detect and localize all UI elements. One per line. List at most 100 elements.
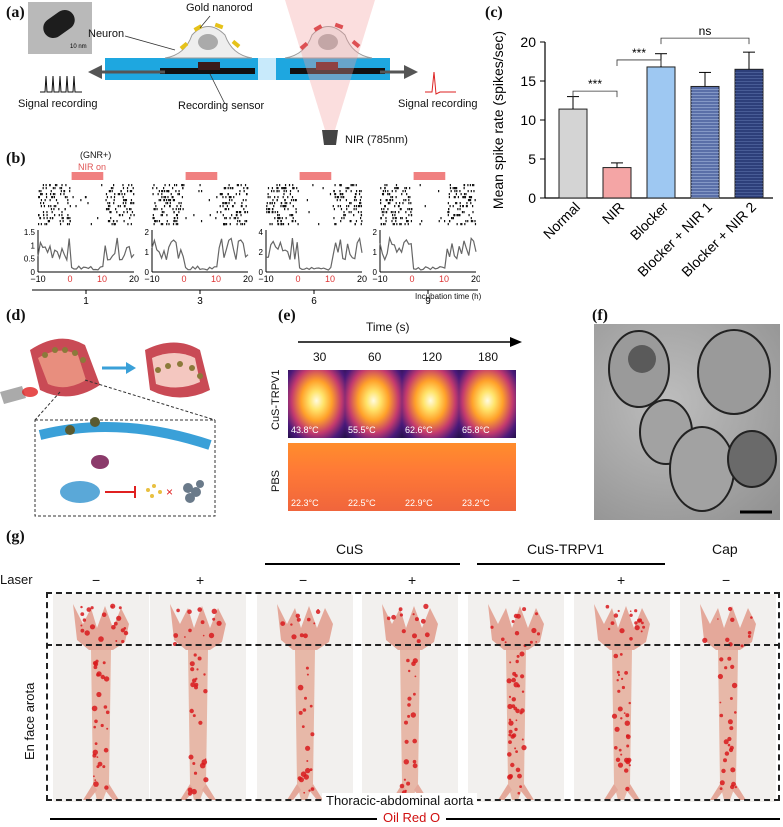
spike-mark: [175, 214, 178, 217]
spike-mark: [291, 220, 293, 223]
spike-mark: [243, 187, 245, 190]
spike-mark: [128, 184, 130, 187]
plaque-spot: [202, 634, 205, 637]
plaque-spot: [187, 787, 193, 793]
plaque-spot: [93, 725, 96, 729]
spike-mark: [333, 208, 335, 211]
spike-mark: [340, 208, 343, 211]
plaque-spot: [173, 633, 179, 638]
spike-mark: [273, 190, 275, 193]
spike-mark: [52, 217, 54, 220]
significance-bracket: [616, 59, 662, 66]
spike-mark: [243, 208, 245, 211]
spike-mark: [271, 187, 274, 190]
spike-mark: [463, 193, 466, 196]
plaque-spot: [628, 701, 631, 705]
spike-mark: [65, 184, 67, 187]
spike-mark: [402, 190, 404, 193]
plaque-spot: [614, 746, 618, 750]
plaque-spot: [310, 732, 315, 737]
spike-mark: [118, 214, 120, 217]
spike-mark: [153, 208, 155, 211]
time-arrow: [298, 337, 522, 347]
plaque-spot: [212, 617, 216, 621]
spike-mark: [405, 199, 407, 202]
spike-mark: [40, 193, 42, 196]
spike-mark: [389, 199, 391, 202]
spike-mark: [276, 211, 279, 214]
spike-mark: [108, 208, 110, 211]
spike-mark: [282, 196, 284, 199]
plaque-spot: [190, 682, 196, 688]
spike-mark: [464, 196, 466, 199]
plaque-spot: [123, 627, 127, 630]
spike-mark: [131, 202, 133, 205]
spike-mark: [337, 205, 339, 208]
spike-mark: [122, 187, 125, 190]
plaque-spot: [308, 789, 311, 792]
plaque-spot: [404, 739, 409, 744]
significance-label: ***: [588, 77, 602, 91]
spike-mark: [353, 208, 355, 211]
spike-mark: [237, 220, 239, 223]
spike-mark: [122, 202, 124, 205]
spike-mark: [342, 193, 344, 196]
plaque-spot: [200, 620, 205, 625]
spike-mark: [343, 196, 345, 199]
spike-mark: [224, 187, 227, 190]
spike-mark: [456, 190, 458, 193]
spike-mark: [225, 196, 227, 199]
plaque-spot: [514, 747, 517, 750]
spike-mark: [397, 187, 399, 190]
spike-mark: [267, 187, 270, 190]
thermal-cus-30: 43.8°C: [288, 370, 345, 438]
spike-mark: [124, 199, 126, 202]
spike-mark: [266, 205, 268, 208]
spike-mark: [229, 196, 231, 199]
plaque-spot: [300, 771, 307, 777]
spike-mark: [419, 184, 421, 187]
spike-mark: [405, 187, 408, 190]
aorta-drawing: [700, 604, 756, 800]
arrow-left-head: [88, 65, 102, 79]
nir-on-bar: [299, 172, 332, 180]
spike-mark: [40, 202, 42, 205]
neuron-label: Neuron: [88, 28, 125, 40]
spike-mark: [209, 214, 211, 217]
plaque-spot: [103, 676, 110, 682]
plaque-spot: [94, 742, 98, 745]
spike-mark: [61, 214, 63, 217]
spike-mark: [219, 205, 221, 208]
plaque-spot: [192, 762, 196, 765]
spike-mark: [394, 217, 396, 220]
spike-mark: [382, 214, 384, 217]
spike-mark: [462, 205, 464, 208]
spike-mark: [339, 184, 341, 187]
spike-mark: [172, 199, 175, 202]
spike-mark: [169, 202, 171, 205]
laser-state-1: −: [92, 572, 101, 588]
spike-mark: [80, 199, 82, 202]
spike-mark: [243, 223, 246, 226]
spike-mark: [280, 205, 282, 208]
psth-trace: [379, 235, 477, 271]
psth-x-tick-label: −10: [144, 274, 159, 284]
spike-mark: [277, 217, 279, 220]
psth-x-tick-label: −10: [30, 274, 45, 284]
spike-mark: [334, 184, 336, 187]
spike-mark: [280, 220, 282, 223]
aorta-drawing: [170, 604, 226, 800]
spike-mark: [346, 208, 348, 211]
plaque-spot: [517, 791, 521, 795]
spike-mark: [281, 223, 283, 226]
plaque-spot: [197, 656, 202, 661]
plaque-spot: [190, 667, 195, 672]
plaque-spot: [93, 661, 99, 667]
spike-mark: [277, 223, 280, 226]
spike-mark: [130, 199, 133, 202]
plaque-spot: [407, 696, 412, 701]
spike-mark: [276, 187, 278, 190]
spike-mark: [193, 214, 195, 217]
plaque-spot: [96, 691, 102, 698]
plaque-spot: [106, 644, 109, 646]
